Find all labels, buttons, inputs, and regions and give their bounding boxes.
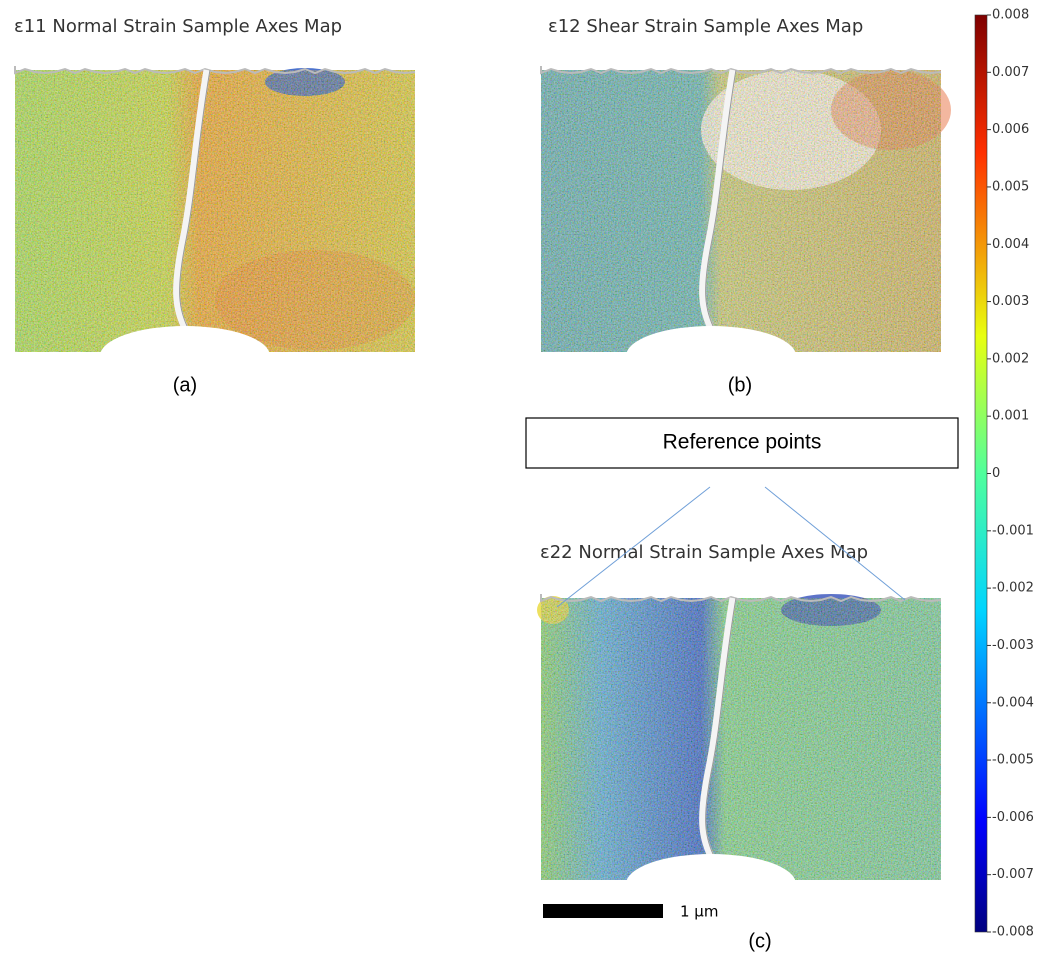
pointer-line: [764, 486, 906, 601]
scale-bar: [543, 904, 663, 918]
strain-map: [539, 66, 951, 386]
colorbar-tick-label: 0.001: [992, 409, 1029, 424]
panel-label: (c): [748, 930, 771, 952]
panel-title: ε11 Normal Strain Sample Axes Map: [14, 16, 342, 37]
crack-edge: [705, 597, 737, 861]
mask: [13, 352, 417, 364]
map-noise: [541, 70, 941, 352]
colorbar-ticks: 0.008 0.007 0.006 0.005 0.004 0.003 0.002 0.001…: [987, 8, 1034, 940]
map-edge: [540, 594, 942, 603]
colorbar-tick-label: -0.005: [992, 753, 1034, 768]
map-edge: [540, 66, 942, 75]
map-edge: [14, 66, 416, 75]
colorbar-tick-label: 0: [992, 466, 1000, 481]
colorbar-tick-label: 0.006: [992, 122, 1029, 137]
colorbar-tick-label: -0.007: [992, 867, 1034, 882]
pointer-line: [556, 486, 711, 608]
colorbar-tick-label: -0.003: [992, 638, 1034, 653]
colorbar-tick-label: -0.002: [992, 581, 1034, 596]
colorbar-tick-label: 0.004: [992, 237, 1029, 252]
colorbar-tick-label: 0.003: [992, 294, 1029, 309]
colorbar-tick-label: 0.008: [992, 8, 1029, 23]
colorbar-tick-label: 0.005: [992, 179, 1029, 194]
reference-label: Reference points: [663, 431, 822, 454]
map-noise: [15, 70, 415, 352]
crack: [699, 69, 737, 334]
colorbar-tick-label: -0.004: [992, 695, 1034, 710]
mask: [539, 880, 943, 892]
colorbar-tick-label: -0.008: [992, 925, 1034, 940]
panel-title: ε12 Shear Strain Sample Axes Map: [548, 16, 863, 37]
colorbar-tick-label: 0.007: [992, 65, 1029, 80]
maps: [13, 66, 951, 914]
mask: [539, 352, 943, 364]
strain-map: [13, 66, 417, 386]
colorbar: [974, 14, 988, 933]
strain-map: [537, 594, 943, 914]
crack: [173, 69, 211, 334]
crack-edge: [179, 69, 211, 333]
panel-title: ε22 Normal Strain Sample Axes Map: [540, 542, 868, 563]
reference-box: [525, 417, 959, 469]
crack-edge: [705, 69, 737, 333]
colorbar-tick-label: -0.006: [992, 810, 1034, 825]
colorbar-tick-label: -0.001: [992, 523, 1034, 538]
panel-label: (a): [173, 374, 197, 396]
colorbar-tick-label: 0.002: [992, 351, 1029, 366]
map-noise: [541, 598, 941, 880]
scale-label: 1 μm: [680, 903, 718, 921]
crack: [699, 597, 737, 862]
panel-label: (b): [728, 374, 752, 396]
